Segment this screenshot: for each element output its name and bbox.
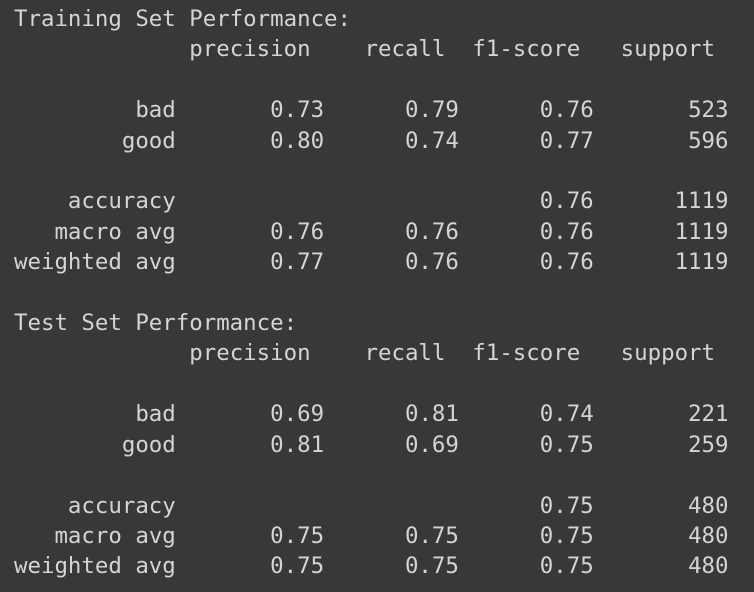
test-row-good: good 0.81 0.69 0.75 259 — [14, 432, 729, 458]
train-row-good: good 0.80 0.74 0.77 596 — [14, 128, 729, 154]
test-row-bad: bad 0.69 0.81 0.74 221 — [14, 401, 729, 428]
row-label: macro avg — [54, 218, 176, 245]
row-label: bad — [135, 97, 176, 124]
train-header-row: precision recall f1-score support — [14, 36, 715, 62]
test-header-precision: precision — [189, 340, 311, 367]
test-header-support: support — [620, 340, 716, 367]
train-row-macro-avg: macro avg 0.76 0.76 0.76 1119 — [14, 218, 729, 245]
train-header-precision: precision — [189, 36, 311, 63]
test-header-f1: f1-score — [472, 340, 581, 367]
train-header-support: support — [620, 36, 716, 63]
train-title: Training Set Performance: — [14, 6, 352, 32]
recall-value: 0.75 — [404, 553, 459, 580]
recall-value: 0.74 — [404, 127, 459, 154]
precision-value: 0.75 — [270, 522, 325, 549]
row-label: good — [121, 127, 176, 154]
test-row-weighted-avg: weighted avg 0.75 0.75 0.75 480 — [14, 553, 729, 579]
row-label: accuracy — [67, 188, 176, 215]
recall-value: 0.81 — [404, 401, 459, 428]
f1-value: 0.76 — [539, 218, 594, 245]
precision-value: 0.69 — [270, 401, 325, 428]
f1-value: 0.76 — [539, 97, 594, 124]
support-value: 596 — [688, 127, 729, 154]
f1-value: 0.76 — [539, 249, 594, 276]
support-value: 523 — [688, 97, 729, 124]
support-value: 1119 — [674, 218, 729, 245]
row-label: good — [121, 431, 176, 458]
f1-value: 0.76 — [539, 188, 594, 215]
test-title: Test Set Performance: — [14, 310, 298, 337]
train-header-f1: f1-score — [472, 36, 581, 63]
support-value: 480 — [688, 492, 729, 519]
f1-value: 0.75 — [539, 522, 594, 549]
support-value: 480 — [688, 553, 729, 580]
support-value: 221 — [688, 401, 729, 428]
f1-value: 0.75 — [539, 431, 594, 458]
recall-value: 0.76 — [404, 218, 459, 245]
test-header-recall: recall — [364, 340, 446, 367]
recall-value: 0.79 — [404, 97, 459, 124]
f1-value: 0.77 — [539, 127, 594, 154]
precision-value: 0.73 — [270, 97, 325, 124]
test-row-accuracy: accuracy 0.75 480 — [14, 492, 729, 519]
train-header-recall: recall — [364, 36, 446, 63]
test-row-macro-avg: macro avg 0.75 0.75 0.75 480 — [14, 522, 729, 549]
support-value: 480 — [688, 522, 729, 549]
cell-output: Training Set Performance: precision reca… — [14, 4, 729, 582]
support-value: 1119 — [674, 188, 729, 215]
train-row-bad: bad 0.73 0.79 0.76 523 — [14, 97, 729, 124]
row-label: bad — [135, 401, 176, 428]
row-label: weighted avg — [14, 249, 176, 276]
precision-value: 0.77 — [270, 249, 325, 276]
train-row-accuracy: accuracy 0.76 1119 — [14, 188, 729, 215]
recall-value: 0.76 — [404, 249, 459, 276]
test-header-row: precision recall f1-score support — [14, 340, 715, 366]
support-value: 259 — [688, 431, 729, 458]
precision-value: 0.76 — [270, 218, 325, 245]
precision-value: 0.75 — [270, 553, 325, 580]
recall-value: 0.69 — [404, 431, 459, 458]
row-label: accuracy — [67, 492, 176, 519]
precision-value: 0.81 — [270, 431, 325, 458]
train-row-weighted-avg: weighted avg 0.77 0.76 0.76 1119 — [14, 249, 729, 275]
row-label: macro avg — [54, 522, 176, 549]
support-value: 1119 — [674, 249, 729, 276]
f1-value: 0.75 — [539, 492, 594, 519]
row-label: weighted avg — [14, 553, 176, 580]
f1-value: 0.75 — [539, 553, 594, 580]
precision-value: 0.80 — [270, 127, 325, 154]
recall-value: 0.75 — [404, 522, 459, 549]
f1-value: 0.74 — [539, 401, 594, 428]
